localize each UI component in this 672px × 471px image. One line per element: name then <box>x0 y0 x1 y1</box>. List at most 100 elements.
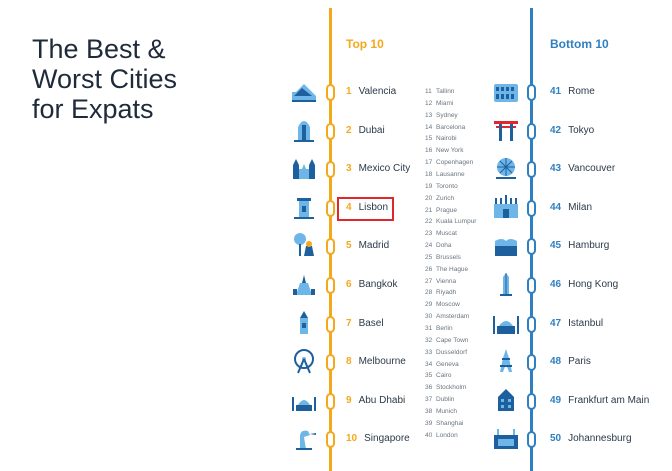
list-item: 36 Stockholm <box>425 384 466 391</box>
rank-number: 15 <box>425 135 433 143</box>
rank-number: 26 <box>425 265 433 273</box>
city-name: Milan <box>568 201 593 213</box>
blue-mosque-icon <box>492 310 520 336</box>
city-name: Amsterdam <box>436 313 470 321</box>
ranking-item: 9 Abu Dhabi <box>346 395 405 406</box>
city-name: London <box>436 431 458 439</box>
city-name: Paris <box>568 356 591 368</box>
city-name: Muscat <box>436 230 457 238</box>
rank-number: 2 <box>346 124 352 136</box>
city-name: Singapore <box>364 433 410 445</box>
city-name: Geneva <box>436 360 459 368</box>
city-name: Cape Town <box>436 336 469 344</box>
rank-number: 20 <box>425 194 433 202</box>
ranking-item: 10 Singapore <box>346 433 410 444</box>
stadium-icon <box>492 425 520 451</box>
rank-number: 8 <box>346 356 352 368</box>
timeline-node <box>527 354 536 372</box>
ferris-wheel-icon <box>290 348 318 374</box>
rank-number: 5 <box>346 240 352 252</box>
timeline-node <box>326 315 335 333</box>
rank-number: 38 <box>425 407 433 415</box>
rank-number: 1 <box>346 86 352 97</box>
ranking-item: 44 Milan <box>550 202 592 213</box>
skyscraper-icon <box>492 271 520 297</box>
elbphilharmonie-icon <box>492 232 520 258</box>
city-name: Doha <box>436 242 452 250</box>
city-name: Bangkok <box>358 279 398 290</box>
city-name: Munich <box>436 407 457 415</box>
rank-number: 32 <box>425 336 433 344</box>
city-name: Nairobi <box>436 135 457 143</box>
rank-number: 24 <box>425 242 433 250</box>
rank-number: 43 <box>550 163 562 175</box>
ranking-item: 5 Madrid <box>346 240 389 251</box>
ranking-item: 41 Rome <box>550 86 595 97</box>
rank-number: 31 <box>425 325 433 332</box>
rank-number: 13 <box>425 111 433 119</box>
ranking-item: 49 Frankfurt am Main <box>550 395 649 406</box>
rank-number: 48 <box>550 356 562 368</box>
timeline-node <box>326 277 335 294</box>
list-item: 29 Moscow <box>425 301 460 308</box>
city-name: Tallinn <box>436 88 455 95</box>
rank-number: 27 <box>425 277 433 285</box>
list-item: 28 Riyadh <box>425 289 456 296</box>
city-name: Barcelona <box>436 123 466 131</box>
list-item: 17 Copenhagen <box>425 159 473 166</box>
rank-number: 39 <box>425 419 433 427</box>
timeline-node <box>326 161 335 179</box>
city-name: Abu Dhabi <box>358 394 406 406</box>
timeline-node <box>527 122 536 140</box>
city-name: Lausanne <box>436 170 465 178</box>
city-name: Dusseldorf <box>436 348 468 356</box>
list-item: 30 Amsterdam <box>425 313 469 320</box>
ranking-item: 2 Dubai <box>346 125 385 136</box>
ranking-item: 48 Paris <box>550 356 591 367</box>
timeline-node <box>326 122 335 140</box>
timeline-node <box>527 238 536 256</box>
rank-number: 29 <box>425 301 433 309</box>
rank-number: 45 <box>550 240 562 252</box>
ranking-item: 47 Istanbul <box>550 318 603 329</box>
list-item: 19 Toronto <box>425 183 458 190</box>
timeline-node <box>326 431 335 449</box>
minster-tower-icon <box>290 310 318 336</box>
bottom-heading: Bottom 10 <box>550 37 609 51</box>
list-item: 13 Sydney <box>425 112 458 119</box>
city-name: New York <box>436 147 464 155</box>
timeline-node <box>527 161 536 179</box>
city-name: Toronto <box>436 182 458 190</box>
ranking-item: 45 Hamburg <box>550 240 609 251</box>
mosque-icon <box>290 387 318 413</box>
rank-number: 47 <box>550 317 562 329</box>
rank-number: 25 <box>425 253 433 261</box>
bear-strawberry-tree-icon <box>290 232 318 258</box>
list-item: 12 Miami <box>425 100 453 107</box>
city-name: Valencia <box>358 86 397 97</box>
rank-number: 46 <box>550 279 562 290</box>
city-name: Berlin <box>436 325 453 332</box>
city-name: Basel <box>358 317 384 329</box>
colosseum-icon <box>492 78 520 104</box>
rank-number: 4 <box>346 201 352 213</box>
city-name: Lisbon <box>358 201 389 213</box>
list-item: 26 The Hague <box>425 266 468 273</box>
rank-number: 35 <box>425 372 433 380</box>
torii-gate-icon <box>492 117 520 143</box>
city-name: Sydney <box>436 111 458 119</box>
belem-tower-icon <box>290 194 318 220</box>
top-heading: Top 10 <box>346 37 384 51</box>
ranking-item: 8 Melbourne <box>346 356 406 367</box>
city-name: Cairo <box>436 372 452 380</box>
rank-number: 33 <box>425 348 433 356</box>
list-item: 16 New York <box>425 147 463 154</box>
timeline-node <box>527 315 536 333</box>
temple-icon <box>290 271 318 297</box>
rank-number: 23 <box>425 230 433 238</box>
city-name: Dublin <box>436 396 455 404</box>
rank-number: 37 <box>425 396 433 404</box>
rank-number: 22 <box>425 218 433 226</box>
merlion-icon <box>290 425 318 451</box>
city-name: Rome <box>568 86 595 97</box>
